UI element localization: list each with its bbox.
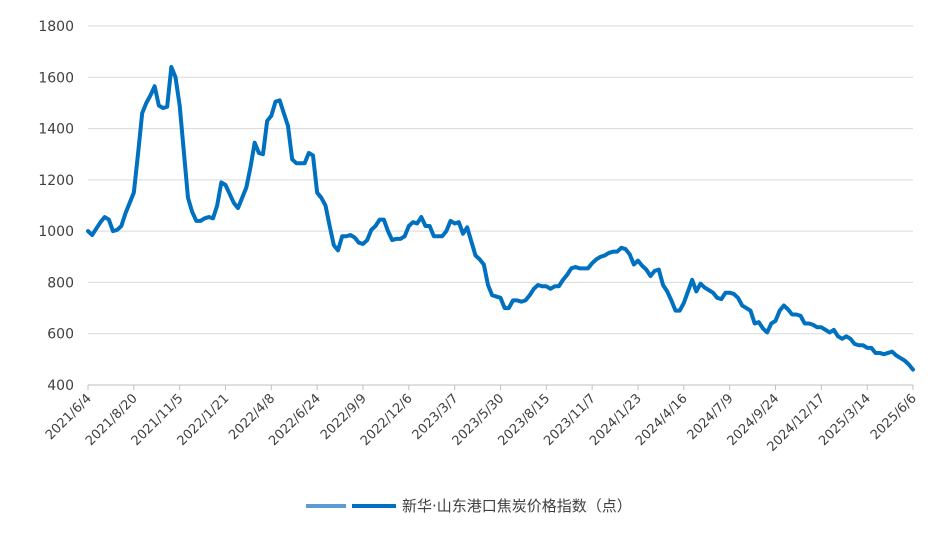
y-tick-label: 800 [47,275,74,291]
y-tick-label: 1000 [38,224,74,240]
y-tick-label: 600 [47,327,74,343]
y-tick-label: 1800 [38,19,74,35]
series-group [86,65,915,372]
series-line [86,65,915,372]
y-axis-ticks: 400 600 800 1000 1200 1400 1600 1800 [38,19,74,394]
legend: 新华·山东港口焦炭价格指数（点） [306,497,632,515]
y-tick-label: 1200 [38,173,74,189]
y-tick-label: 1600 [38,70,74,86]
x-axis-ticks: 2021/6/42021/8/202021/11/52022/1/212022/… [43,385,920,455]
x-tick-label: 2025/6/6 [868,391,920,443]
legend-label: 新华·山东港口焦炭价格指数（点） [402,497,632,515]
gridlines [88,25,913,335]
y-tick-label: 400 [47,378,74,394]
y-tick-label: 1400 [38,122,74,138]
